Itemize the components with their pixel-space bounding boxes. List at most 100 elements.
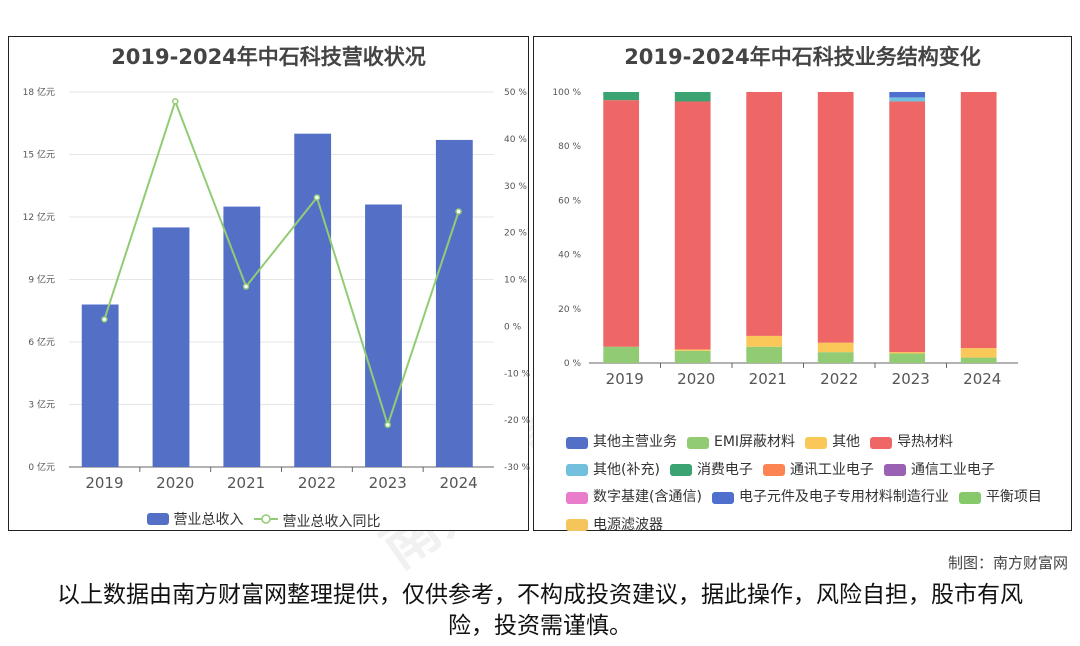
legend-item[interactable]: 通信工业电子: [883, 458, 995, 483]
legend-swatch: [711, 491, 734, 504]
legend-label: 营业总收入同比: [282, 514, 381, 530]
legend-swatch: [566, 436, 588, 449]
y-axis-tick-label: 40 %: [558, 251, 581, 261]
legend-item[interactable]: 营业总收入同比: [253, 511, 381, 531]
legend-item[interactable]: EMI屏蔽材料: [687, 430, 795, 455]
legend-label: 其他: [832, 434, 861, 450]
legend-item[interactable]: 通讯工业电子: [762, 458, 874, 483]
x-axis-tick-label: 2022: [298, 474, 336, 492]
left-axis-tick-label: 6 亿元: [28, 336, 55, 348]
left-axis-tick-label: 3 亿元: [28, 399, 55, 411]
revenue-bar: [81, 304, 119, 467]
right-axis-tick-label: 30 %: [504, 182, 527, 192]
left-legend: 营业总收入 营业总收入同比: [9, 509, 528, 531]
legend-label: EMI屏蔽材料: [714, 434, 796, 450]
revenue-bar: [152, 227, 190, 467]
stacked-bar-segment: [674, 350, 711, 363]
legend-label: 平衡项目: [985, 489, 1042, 505]
stacked-bar-segment: [960, 348, 997, 358]
stacked-bar-segment: [960, 357, 997, 363]
stacked-bar-segment: [889, 353, 926, 363]
x-axis-tick-label: 2021: [227, 474, 265, 492]
x-axis-tick-label: 2019: [85, 474, 123, 492]
legend-label: 电源滤波器: [593, 516, 663, 533]
legend-item[interactable]: 数字基建(含通信): [566, 485, 702, 510]
stacked-bar-segment: [817, 92, 854, 343]
y-axis-tick-label: 80 %: [558, 142, 581, 152]
x-axis-tick-label: 2019: [606, 370, 644, 388]
right-legend: 其他主营业务 EMI屏蔽材料 其他 导热材料其他(补充) 消费电子 通讯工业电子 通信工业电…: [566, 430, 1061, 540]
stacked-bar-segment: [817, 342, 854, 353]
legend-item[interactable]: 消费电子: [669, 458, 753, 483]
right-axis-tick-label: 20 %: [504, 229, 527, 239]
yoy-growth-point: [384, 421, 391, 429]
legend-item[interactable]: 其他(补充): [566, 458, 660, 483]
y-axis-tick-label: 60 %: [558, 196, 581, 206]
y-axis-tick-label: 100 %: [552, 88, 581, 98]
legend-item[interactable]: 电子元件及电子专用材料制造行业: [711, 485, 949, 510]
y-axis-tick-label: 20 %: [558, 305, 581, 315]
right-axis-tick-label: -20 %: [504, 416, 531, 426]
stacked-bar-segment: [746, 346, 783, 363]
stacked-bar-segment: [817, 352, 854, 363]
legend-swatch: [566, 491, 588, 504]
legend-swatch: [870, 436, 893, 449]
legend-swatch: [669, 464, 692, 476]
revenue-bar: [223, 206, 261, 468]
legend-swatch: [762, 464, 785, 476]
x-axis-tick-label: 2024: [439, 474, 477, 492]
stacked-bar-segment: [889, 101, 926, 353]
y-axis-tick-label: 0 %: [564, 359, 582, 369]
legend-swatch: [958, 491, 981, 504]
x-axis-tick-label: 2020: [156, 474, 194, 492]
legend-swatch: [883, 464, 906, 476]
legend-item[interactable]: 导热材料: [870, 430, 953, 455]
yoy-growth-point: [313, 194, 321, 201]
legend-swatch: [687, 436, 709, 449]
stacked-bar-segment: [674, 349, 711, 351]
stacked-bar-segment: [603, 100, 640, 347]
left-axis-tick-label: 18 亿元: [23, 86, 55, 98]
yoy-growth-point: [172, 98, 179, 105]
legend-item[interactable]: 其他主营业务: [566, 430, 677, 455]
x-axis-tick-label: 2023: [369, 474, 407, 492]
stacked-bar-segment: [746, 92, 783, 336]
yoy-growth-point: [101, 316, 108, 323]
legend-item[interactable]: 其他: [805, 430, 860, 455]
stacked-bar-segment: [746, 335, 783, 347]
legend-item[interactable]: 营业总收入: [146, 509, 244, 529]
left-axis-tick-label: 12 亿元: [23, 211, 55, 223]
x-axis-tick-label: 2024: [963, 370, 1001, 388]
revenue-chart-panel: 2019-2024年中石科技营收状况 0 亿元 3 亿元 6 亿元 9 亿元 12 亿元…: [8, 36, 531, 531]
legend-label: 其他主营业务: [593, 434, 677, 450]
right-axis-tick-label: 0 %: [504, 322, 522, 332]
legend-item[interactable]: 平衡项目: [958, 485, 1042, 510]
x-axis-tick-label: 2023: [892, 370, 930, 388]
revenue-chart: 0 亿元 3 亿元 6 亿元 9 亿元 12 亿元 15 亿元 18 亿元 -30 % -20 …: [23, 86, 531, 492]
revenue-bar: [365, 204, 402, 467]
structure-chart-panel: 2019-2024年中石科技业务结构变化 0 % 20 % 40 % 60 % 80 %…: [533, 36, 1072, 533]
yoy-growth-line: [103, 98, 460, 429]
left-axis-tick-label: 15 亿元: [23, 149, 55, 161]
right-axis-tick-label: 50 %: [504, 88, 527, 98]
stacked-bar-segment: [603, 346, 640, 363]
yoy-growth-point: [242, 283, 250, 290]
legend-swatch: [253, 513, 278, 529]
legend-label: 通信工业电子: [910, 461, 995, 478]
left-axis-tick-label: 0 亿元: [28, 461, 55, 473]
stacked-bar-segment: [889, 92, 926, 98]
x-axis-tick-label: 2020: [677, 370, 715, 388]
legend-swatch: [805, 436, 828, 449]
legend-label: 通讯工业电子: [789, 461, 874, 478]
right-axis-tick-label: -10 %: [504, 369, 531, 379]
legend-label: 电子元件及电子专用材料制造行业: [738, 489, 949, 505]
stacked-bar-segment: [960, 92, 997, 349]
left-axis-tick-label: 9 亿元: [28, 274, 55, 286]
chart-credit: 制图：南方财富网: [947, 554, 1068, 572]
stacked-bar-segment: [889, 97, 926, 102]
left-chart-title: 2019-2024年中石科技营收状况: [111, 45, 426, 69]
legend-label: 数字基建(含通信): [593, 489, 702, 505]
right-axis-tick-label: -30 %: [504, 463, 531, 473]
legend-item[interactable]: 电源滤波器: [566, 513, 663, 538]
right-chart-title: 2019-2024年中石科技业务结构变化: [624, 45, 981, 69]
